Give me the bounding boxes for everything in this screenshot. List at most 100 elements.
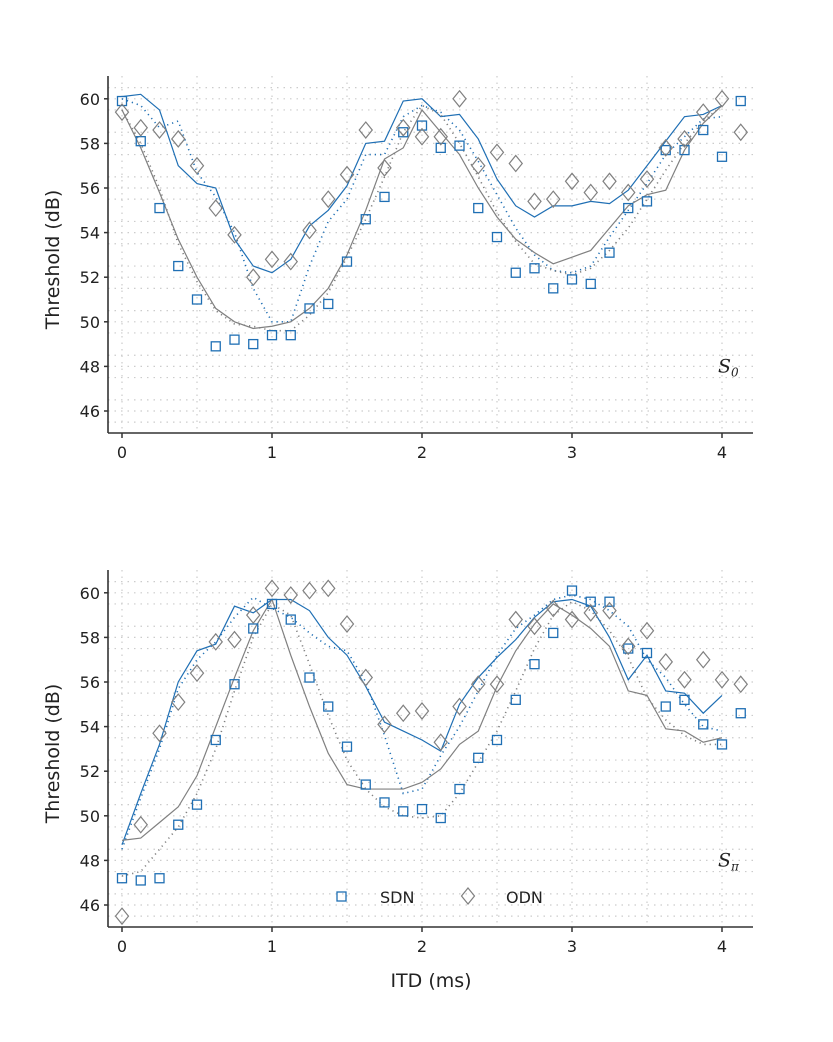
data-point-odn bbox=[283, 586, 299, 604]
data-point-sdn bbox=[266, 330, 278, 341]
data-point-odn bbox=[452, 89, 467, 108]
y-tick-label: 52 bbox=[80, 268, 100, 287]
series-line-4-dotted bbox=[121, 104, 723, 332]
data-point-sdn bbox=[679, 694, 690, 705]
data-point-odn bbox=[245, 606, 261, 625]
data-point-sdn bbox=[454, 140, 465, 151]
panel-label: S0 bbox=[718, 355, 739, 379]
data-point-sdn bbox=[210, 734, 221, 746]
data-point-odn bbox=[639, 170, 655, 189]
data-point-sdn bbox=[416, 803, 428, 815]
data-point-sdn bbox=[285, 614, 296, 625]
data-point-odn bbox=[452, 697, 467, 716]
y-tick-label: 46 bbox=[80, 402, 100, 421]
y-tick-label: 48 bbox=[80, 357, 100, 376]
data-point-sdn bbox=[698, 124, 709, 136]
data-point-odn bbox=[283, 252, 299, 271]
y-tick-label: 50 bbox=[80, 313, 100, 332]
data-point-odn bbox=[695, 650, 711, 669]
x-tick-label: 3 bbox=[567, 937, 577, 956]
y-tick-label: 56 bbox=[80, 179, 100, 198]
data-point-odn bbox=[114, 103, 130, 122]
legend-sdn-label: SDN bbox=[380, 888, 414, 907]
x-tick-label: 2 bbox=[417, 937, 427, 956]
data-point-odn bbox=[227, 630, 242, 649]
data-point-sdn bbox=[548, 627, 559, 639]
y-tick-label: 58 bbox=[80, 628, 100, 647]
data-point-sdn bbox=[379, 797, 390, 808]
data-point-sdn bbox=[566, 274, 578, 285]
data-point-odn bbox=[677, 670, 692, 689]
data-point-odn bbox=[470, 156, 486, 175]
data-point-odn bbox=[189, 156, 205, 175]
data-point-sdn bbox=[641, 647, 653, 659]
data-point-odn bbox=[189, 664, 205, 683]
panel-label: Sπ bbox=[718, 849, 740, 873]
x-tick-label: 4 bbox=[717, 443, 727, 462]
y-tick-label: 60 bbox=[80, 584, 100, 603]
data-point-odn bbox=[639, 621, 655, 640]
y-axis-label: Threshold (dB) bbox=[42, 190, 64, 331]
data-point-sdn bbox=[566, 585, 578, 596]
data-point-odn bbox=[377, 715, 392, 734]
data-point-sdn bbox=[698, 719, 709, 730]
data-point-odn bbox=[602, 601, 617, 620]
data-point-odn bbox=[227, 225, 242, 244]
data-point-odn bbox=[508, 154, 524, 173]
data-point-odn bbox=[620, 637, 636, 656]
data-point-odn bbox=[320, 579, 336, 598]
data-point-sdn bbox=[191, 294, 203, 305]
data-point-sdn bbox=[473, 202, 484, 214]
data-point-sdn bbox=[154, 202, 165, 214]
grid bbox=[108, 570, 753, 927]
legend-odn-label: ODN bbox=[506, 888, 543, 907]
series-odn bbox=[114, 89, 749, 287]
data-point-odn bbox=[264, 250, 280, 269]
x-tick-label: 3 bbox=[567, 443, 577, 462]
data-point-odn bbox=[508, 610, 524, 629]
data-point-sdn bbox=[641, 196, 653, 207]
data-point-sdn bbox=[248, 338, 259, 350]
series-line-1-solid bbox=[121, 598, 723, 845]
data-point-sdn bbox=[510, 267, 521, 278]
data-point-odn bbox=[208, 199, 224, 218]
series-odn bbox=[114, 579, 749, 926]
data-point-odn bbox=[377, 158, 392, 177]
data-point-sdn bbox=[116, 873, 128, 884]
data-point-odn bbox=[527, 192, 542, 211]
data-point-odn bbox=[583, 603, 599, 622]
data-point-odn bbox=[564, 172, 580, 191]
x-tick-label: 0 bbox=[117, 443, 127, 462]
data-point-sdn bbox=[285, 330, 296, 341]
data-point-sdn bbox=[473, 752, 484, 763]
data-point-sdn bbox=[341, 741, 353, 752]
data-point-sdn bbox=[398, 806, 409, 817]
data-point-sdn bbox=[416, 120, 428, 131]
data-point-odn bbox=[358, 121, 374, 139]
data-point-sdn bbox=[585, 278, 596, 290]
data-point-odn bbox=[152, 724, 167, 743]
x-tick-label: 0 bbox=[117, 937, 127, 956]
data-point-sdn bbox=[173, 819, 184, 830]
grid bbox=[108, 76, 753, 433]
data-point-sdn bbox=[491, 231, 503, 243]
data-point-sdn bbox=[735, 95, 746, 107]
series-line-2-dotted bbox=[121, 98, 723, 323]
data-point-sdn bbox=[360, 779, 371, 790]
data-point-sdn bbox=[604, 596, 615, 607]
data-point-sdn bbox=[660, 144, 671, 156]
y-tick-label: 60 bbox=[80, 90, 100, 109]
y-tick-label: 56 bbox=[80, 673, 100, 692]
data-point-sdn bbox=[304, 303, 315, 314]
data-point-sdn bbox=[529, 263, 540, 274]
data-point-odn bbox=[208, 632, 224, 651]
data-point-sdn bbox=[679, 144, 690, 156]
data-point-sdn bbox=[304, 672, 315, 683]
data-point-odn bbox=[583, 183, 599, 202]
data-point-sdn bbox=[229, 334, 240, 345]
data-point-sdn bbox=[548, 283, 559, 294]
y-tick-label: 54 bbox=[80, 718, 100, 737]
chart-panel-2: 46 48 50 52 54 56 58 60 0 1 2 3 4 Threshold (dB) ITD (… bbox=[42, 570, 753, 992]
data-point-odn bbox=[339, 615, 355, 633]
data-point-odn bbox=[658, 138, 674, 157]
